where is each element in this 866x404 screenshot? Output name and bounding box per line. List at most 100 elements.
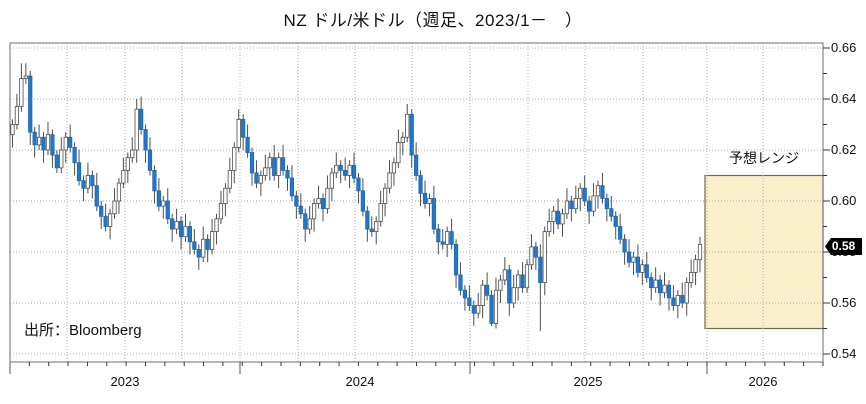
candle-up [542, 231, 547, 284]
candle-down [484, 284, 490, 296]
candle-up [560, 213, 565, 225]
candle-down [81, 180, 86, 189]
candle-up [209, 231, 215, 250]
y-axis-label: 0.56 [831, 295, 857, 310]
candle-down [143, 129, 148, 151]
candle-down [28, 75, 33, 133]
candle-down [280, 157, 286, 171]
candle-down [289, 177, 295, 197]
candle-up [116, 182, 122, 202]
candle-down [365, 210, 370, 230]
candle-down [582, 187, 587, 202]
candle-up [378, 203, 383, 222]
candle-up [258, 175, 263, 184]
candle-up [564, 200, 570, 215]
candle-up [391, 162, 397, 174]
candle-down [147, 149, 153, 171]
candle-down [440, 241, 445, 245]
candle-up [445, 231, 450, 245]
candle-up [183, 226, 188, 238]
candle-down [343, 169, 348, 176]
candle-up [502, 269, 507, 281]
candle-down [249, 152, 255, 174]
candle-down [356, 177, 361, 192]
candle-up [236, 119, 241, 148]
candle-down [196, 249, 201, 258]
candle-up [547, 220, 552, 232]
candle-up [697, 243, 703, 261]
candle-up [276, 157, 281, 176]
candle-up [334, 164, 339, 174]
candle-down [90, 175, 95, 187]
candle-up [37, 136, 42, 146]
candle-up [524, 264, 530, 289]
candle-down [41, 136, 46, 151]
candle-up [480, 284, 485, 306]
candle-up [476, 305, 481, 314]
candle-down [32, 131, 37, 146]
candle-down [139, 108, 144, 130]
candle-down [254, 172, 259, 184]
candle-up [316, 198, 321, 204]
candle-up [201, 238, 206, 258]
candle-down [50, 134, 55, 156]
candle-down [449, 231, 454, 245]
candle-up [675, 294, 680, 306]
candle-down [68, 136, 73, 148]
y-axis-label: 0.54 [831, 346, 857, 361]
candle-down [555, 210, 561, 225]
candle-up [125, 157, 130, 171]
candle-up [329, 172, 334, 189]
candle-down [520, 274, 525, 289]
candle-down [152, 169, 157, 192]
candle-up [223, 187, 228, 204]
candle-down [294, 195, 299, 207]
y-axis-label: 0.62 [831, 142, 857, 157]
candle-up [10, 124, 15, 136]
candle-down [462, 289, 468, 299]
candle-down [671, 297, 676, 306]
candle-down [453, 243, 459, 276]
candle-down [467, 297, 472, 306]
candle-down [369, 228, 374, 233]
candle-up [511, 287, 516, 304]
candle-up [400, 136, 405, 143]
candle-up [689, 271, 694, 283]
source-note: 出所：Bloomberg [24, 322, 142, 339]
x-axis-year-label: 2023 [110, 374, 140, 389]
candle-up [374, 220, 379, 232]
candle-up [498, 279, 503, 291]
candle-down [298, 205, 303, 215]
candle-down [54, 154, 59, 169]
candle-up [19, 78, 24, 108]
x-axis-year-label: 2025 [573, 374, 603, 389]
candle-down [409, 113, 414, 156]
candle-up [631, 256, 636, 263]
candle-down [471, 305, 476, 314]
y-axis-label: 0.66 [831, 40, 857, 55]
candle-up [214, 218, 219, 233]
candle-down [431, 198, 436, 230]
candle-down [94, 185, 99, 207]
candle-down [626, 251, 632, 263]
candle-up [59, 149, 64, 169]
candle-down [533, 246, 538, 258]
candle-up [325, 187, 330, 210]
candle-up [161, 200, 166, 207]
candle-up [591, 195, 596, 212]
candle-up [14, 106, 20, 125]
candle-up [227, 169, 232, 189]
candle-down [285, 169, 290, 179]
candle-up [263, 167, 268, 176]
candle-down [360, 190, 366, 212]
candle-down [622, 238, 627, 253]
candle-down [600, 185, 605, 199]
candle-down [418, 175, 423, 194]
candle-up [23, 75, 28, 80]
candle-down [76, 162, 82, 182]
y-axis-label: 0.60 [831, 193, 857, 208]
candle-up [312, 203, 317, 220]
candle-up [174, 220, 179, 230]
